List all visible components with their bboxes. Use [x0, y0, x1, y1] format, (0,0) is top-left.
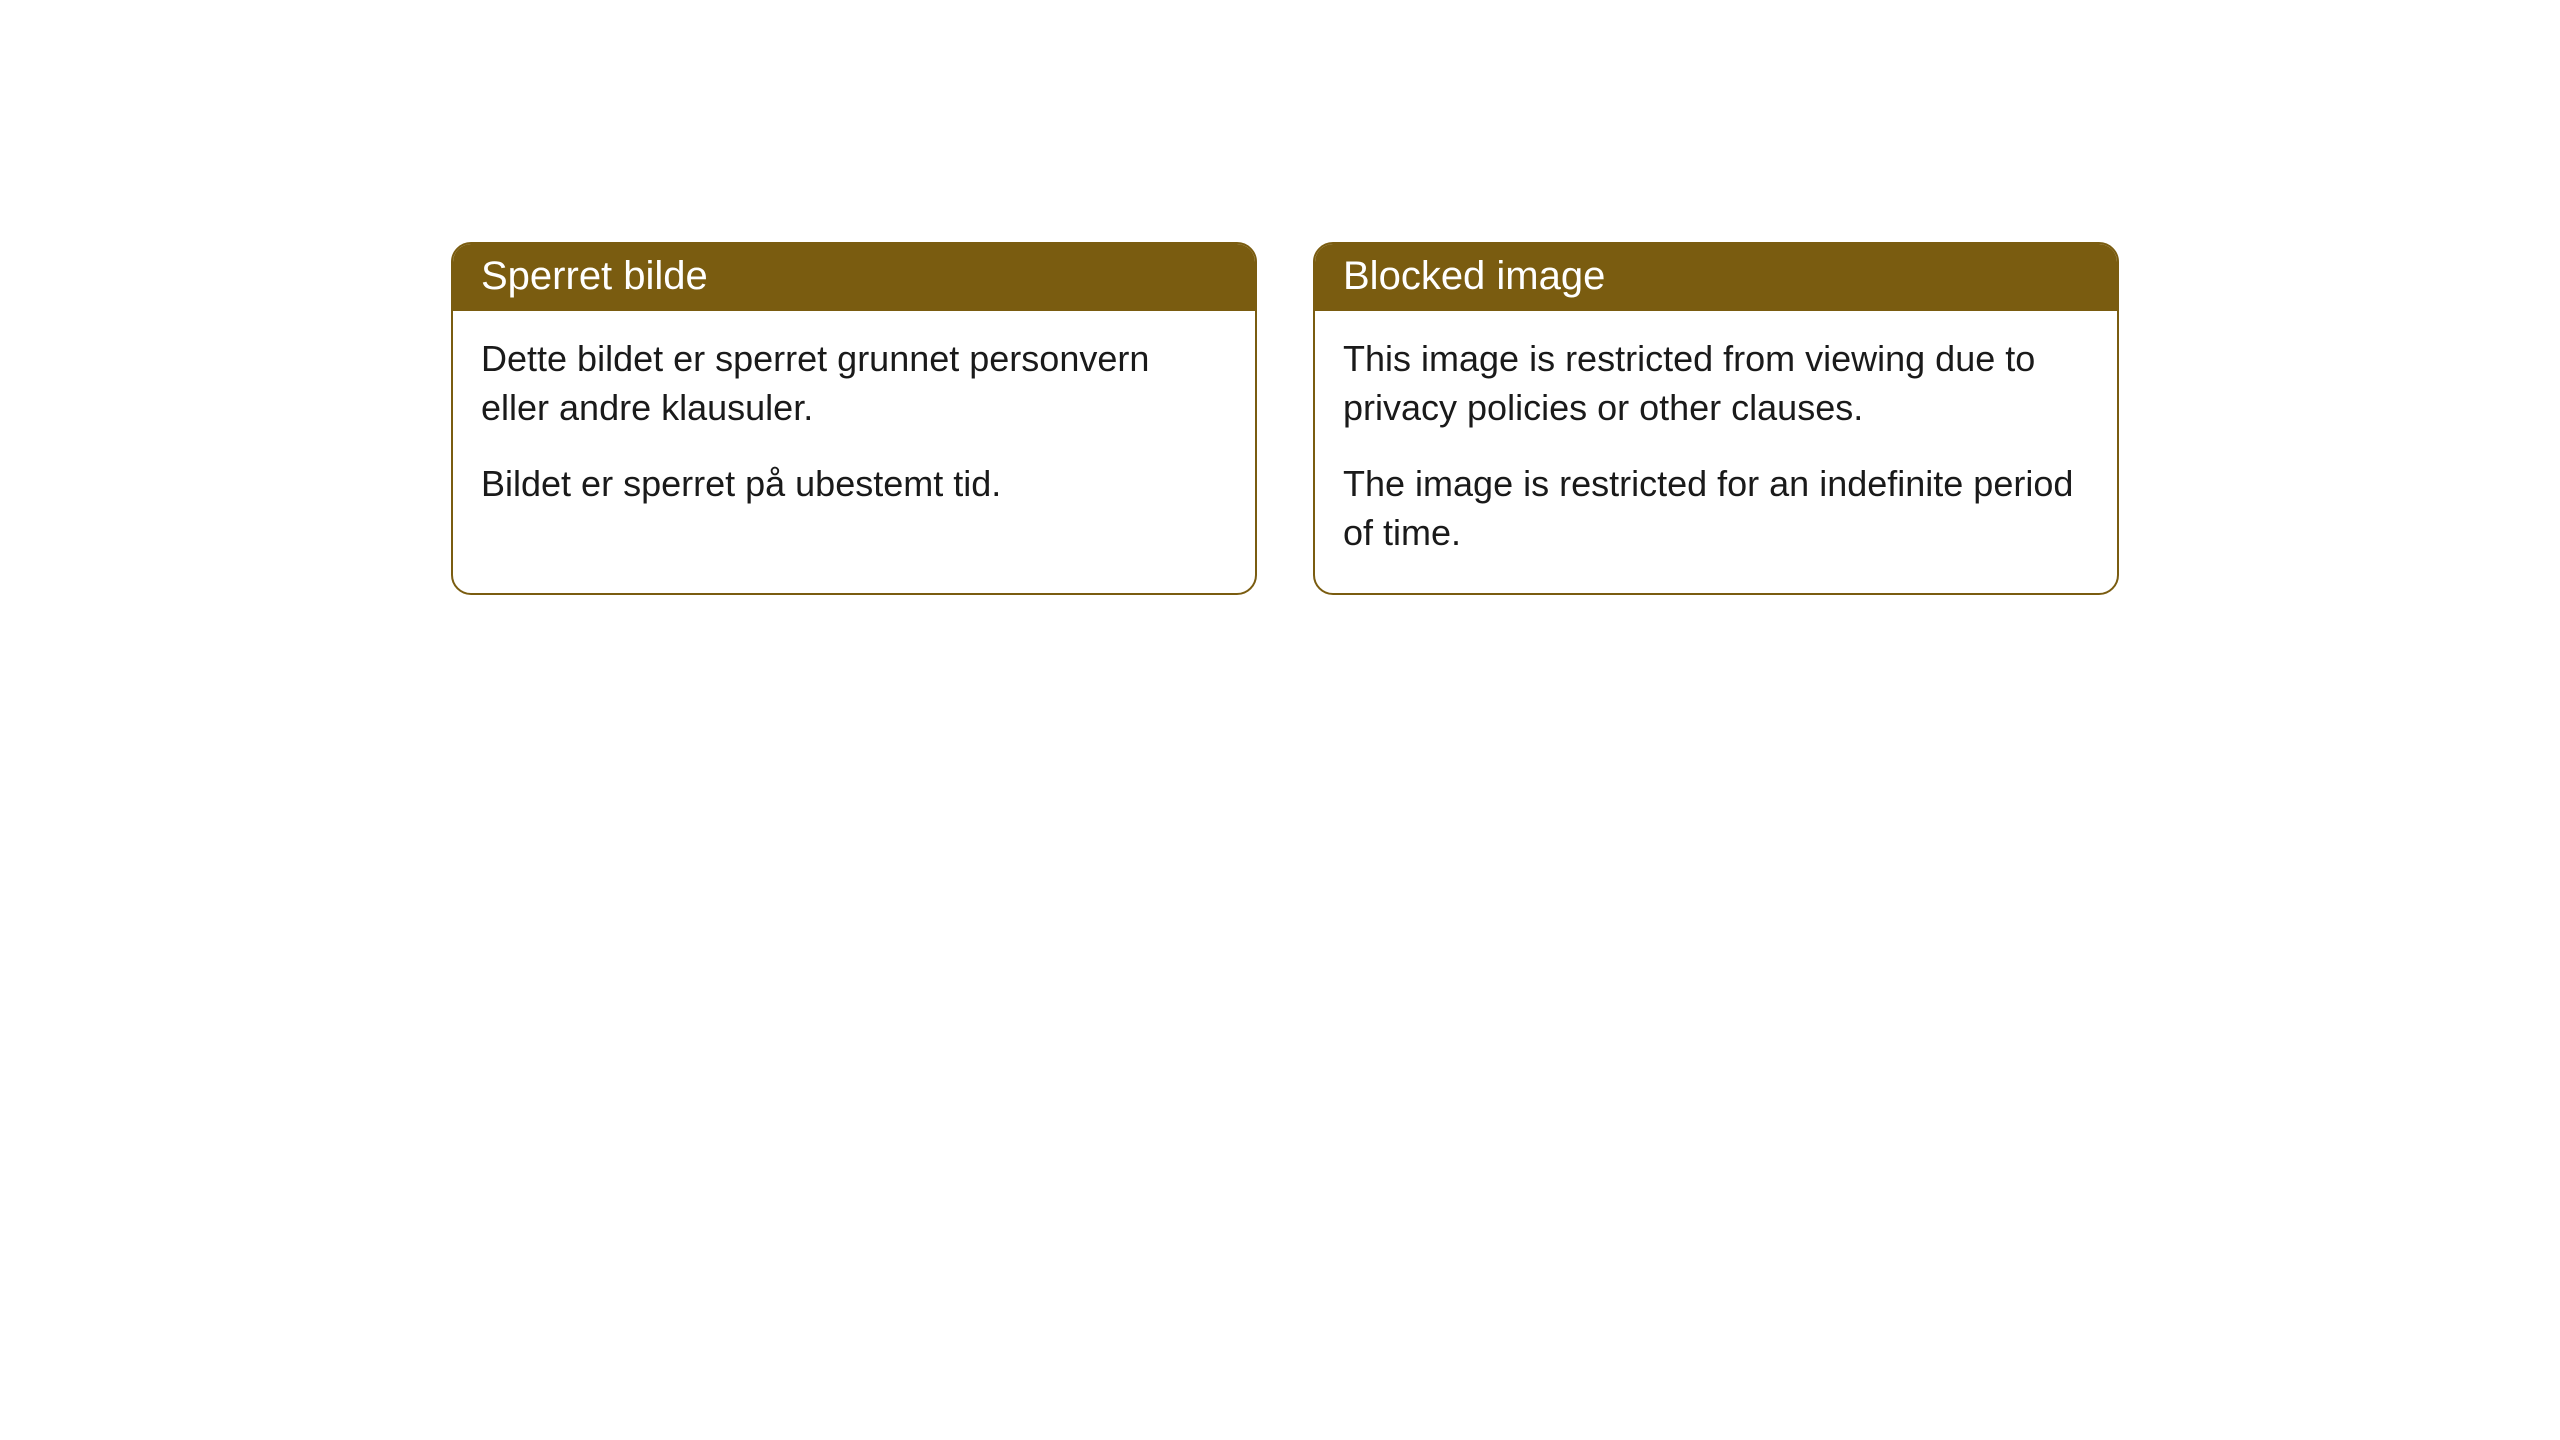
card-paragraph: This image is restricted from viewing du…	[1343, 335, 2089, 432]
card-header: Sperret bilde	[453, 244, 1255, 311]
blocked-image-card-en: Blocked image This image is restricted f…	[1313, 242, 2119, 595]
blocked-image-card-no: Sperret bilde Dette bildet er sperret gr…	[451, 242, 1257, 595]
card-header: Blocked image	[1315, 244, 2117, 311]
card-paragraph: The image is restricted for an indefinit…	[1343, 460, 2089, 557]
card-paragraph: Bildet er sperret på ubestemt tid.	[481, 460, 1227, 509]
card-body: Dette bildet er sperret grunnet personve…	[453, 311, 1255, 545]
card-body: This image is restricted from viewing du…	[1315, 311, 2117, 593]
card-paragraph: Dette bildet er sperret grunnet personve…	[481, 335, 1227, 432]
cards-container: Sperret bilde Dette bildet er sperret gr…	[0, 0, 2560, 595]
